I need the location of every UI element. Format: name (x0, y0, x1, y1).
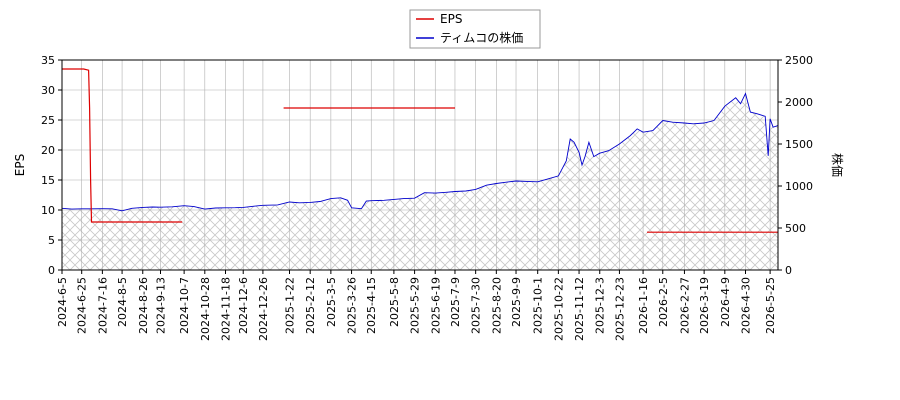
x-tick-label: 2025-4-15 (365, 277, 378, 334)
x-tick-label: 2024-9-13 (154, 277, 167, 334)
right-axis: 0 500 1000 1500 2000 2500 (778, 54, 813, 277)
y-left-tick-label: 10 (41, 204, 55, 217)
x-tick-label: 2025-1-22 (284, 277, 297, 334)
x-tick-label: 2026-2-5 (657, 277, 670, 327)
y-left-tick-label: 25 (41, 114, 55, 127)
x-tick-label: 2025-6-19 (429, 277, 442, 334)
x-tick-label: 2025-5-29 (409, 277, 422, 334)
x-tick-label: 2025-9-9 (510, 277, 523, 327)
legend: EPS ティムコの株価 (410, 10, 540, 48)
y-right-tick-label: 2000 (785, 96, 813, 109)
x-tick-label: 2025-12-23 (613, 277, 626, 341)
x-tick-label: 2024-7-16 (96, 277, 109, 334)
y-right-tick-label: 1500 (785, 138, 813, 151)
x-tick-label: 2024-6-25 (76, 277, 89, 334)
y-right-tick-label: 0 (785, 264, 792, 277)
x-tick-label: 2024-12-6 (237, 277, 250, 334)
x-tick-label: 2024-10-28 (199, 277, 212, 341)
x-tick-label: 2025-12-3 (594, 277, 607, 334)
x-tick-label: 2025-3-26 (346, 277, 359, 334)
legend-price-label: ティムコの株価 (440, 30, 523, 45)
y-left-tick-label: 0 (48, 264, 55, 277)
y-left-tick-label: 15 (41, 174, 55, 187)
y-right-label: 株価 (830, 153, 845, 177)
x-tick-label: 2025-8-20 (490, 277, 503, 334)
x-tick-label: 2024-8-26 (137, 277, 150, 334)
x-tick-label: 2026-4-30 (739, 277, 752, 334)
y-left-label: EPS (13, 154, 27, 176)
legend-eps-label: EPS (440, 12, 462, 26)
y-left-tick-label: 20 (41, 144, 55, 157)
x-tick-label: 2024-12-26 (257, 277, 270, 341)
y-right-tick-label: 2500 (785, 54, 813, 67)
x-tick-label: 2025-3-5 (325, 277, 338, 327)
x-tick-label: 2025-2-12 (304, 277, 317, 334)
x-tick-label: 2025-10-1 (532, 277, 545, 334)
x-tick-label: 2026-1-16 (637, 277, 650, 334)
x-tick-label: 2025-11-12 (573, 277, 586, 341)
x-tick-label: 2026-5-25 (764, 277, 777, 334)
y-right-tick-label: 500 (785, 222, 806, 235)
x-tick-label: 2025-7-9 (449, 277, 462, 327)
y-left-tick-label: 30 (41, 84, 55, 97)
y-right-tick-label: 1000 (785, 180, 813, 193)
x-tick-label: 2025-10-22 (552, 277, 565, 341)
x-tick-label: 2026-4-9 (719, 277, 732, 327)
x-tick-label: 2024-11-18 (219, 277, 232, 341)
x-axis: 2024-6-5 2024-6-25 2024-7-16 2024-8-5 2024-8… (56, 270, 777, 341)
x-tick-label: 2024-10-7 (178, 277, 191, 334)
left-axis: 0 5 10 15 20 25 30 35 (41, 54, 62, 277)
x-tick-label: 2026-3-19 (698, 277, 711, 334)
y-left-tick-label: 35 (41, 54, 55, 67)
x-tick-label: 2024-8-5 (116, 277, 129, 327)
x-tick-label: 2025-7-30 (470, 277, 483, 334)
x-tick-label: 2026-2-27 (678, 277, 691, 334)
y-left-tick-label: 5 (48, 234, 55, 247)
x-tick-label: 2025-5-8 (388, 277, 401, 327)
x-tick-label: 2024-6-5 (56, 277, 69, 327)
